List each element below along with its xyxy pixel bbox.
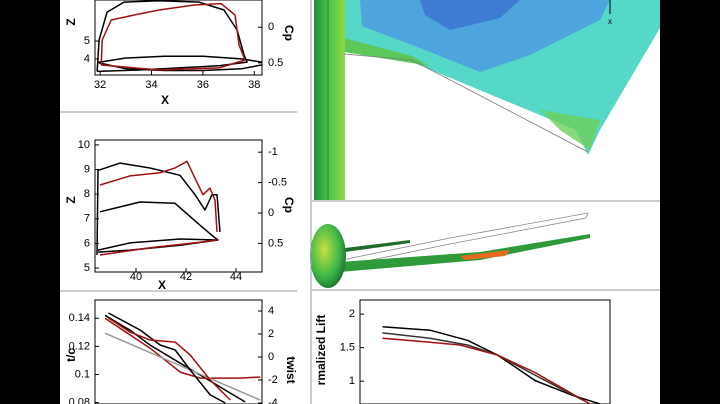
y-tick-label: 1	[349, 375, 355, 387]
y-tick-label: 4	[84, 53, 90, 65]
series-group	[96, 0, 262, 73]
y2-axis-label: Cp	[282, 25, 296, 41]
x-axis-label: X	[161, 93, 169, 107]
plot-frame	[359, 299, 611, 404]
data-line	[104, 317, 261, 379]
x-tick-label: 36	[197, 79, 209, 91]
y-tick-label: 0.14	[69, 312, 90, 324]
y-tick-label: 5	[84, 262, 90, 274]
data-line	[99, 160, 218, 232]
y2-axis-label: twist	[284, 356, 298, 383]
data-line	[100, 2, 246, 71]
x-tick-label: 34	[145, 79, 157, 91]
x-axis-label: X	[158, 278, 166, 292]
y-tick-label: 0.12	[69, 340, 90, 352]
y2-tick-label: 0	[268, 207, 274, 219]
data-line	[107, 317, 231, 401]
data-line	[99, 239, 219, 256]
y-axis-label: rmalized Lift	[314, 315, 328, 386]
data-line	[96, 162, 221, 256]
data-line	[382, 332, 583, 401]
fuselage	[314, 0, 345, 200]
y2-tick-label: 0	[268, 21, 274, 33]
data-line	[96, 0, 248, 73]
reference-outline	[343, 53, 589, 153]
y-tick-label: 9	[84, 163, 90, 175]
pressure-region	[344, 38, 430, 66]
reference-outline	[331, 212, 589, 269]
y2-tick-label: -0.5	[268, 176, 287, 188]
y-tick-label: 8	[84, 188, 90, 200]
y-tick-label: 6	[84, 237, 90, 249]
x-tick-label: 42	[180, 271, 192, 283]
tail	[345, 240, 410, 252]
y2-axis-label: Cp	[282, 197, 296, 213]
y2-tick-label: 2	[268, 328, 274, 340]
x-tick-label: 32	[94, 79, 106, 91]
plot-frame	[94, 139, 263, 273]
y2-tick-label: 4	[268, 305, 274, 317]
triad-label: x	[608, 17, 612, 26]
data-line	[382, 337, 591, 404]
pressure-region	[360, 0, 610, 72]
y2-tick-label: 0	[268, 351, 274, 363]
wing-side	[340, 234, 590, 272]
x-tick-label: 44	[230, 271, 242, 283]
data-line	[104, 314, 246, 403]
y-axis-label: Z	[64, 18, 78, 25]
series-group	[104, 312, 261, 404]
y-tick-label: 7	[84, 213, 90, 225]
y2-tick-label: -4	[268, 397, 278, 404]
y-tick-label: 1.5	[340, 342, 355, 354]
y-axis-label: t/c	[64, 348, 78, 362]
data-line	[108, 312, 226, 404]
y-tick-label: 2	[349, 308, 355, 320]
pressure-region	[420, 0, 520, 30]
data-line	[99, 201, 219, 241]
pressure-region	[460, 250, 510, 260]
y2-tick-label: -1	[268, 146, 278, 158]
wing-render-side	[310, 202, 660, 289]
y2-tick-label: -2	[268, 374, 278, 386]
wing-render-top: x	[312, 0, 660, 200]
dividers	[60, 0, 660, 404]
pressure-region	[540, 110, 600, 150]
y-tick-label: 10	[78, 139, 90, 151]
y-tick-label: 0.08	[69, 397, 90, 404]
series-group	[96, 160, 221, 256]
y2-tick-label: 0.5	[268, 237, 283, 249]
plot-frame	[94, 299, 263, 404]
x-tick-label: 40	[130, 271, 142, 283]
y-tick-label: 5	[84, 35, 90, 47]
y2-tick-label: 0.5	[268, 57, 283, 69]
x-tick-label: 38	[248, 79, 260, 91]
series-group	[382, 326, 601, 404]
render-bg	[312, 202, 660, 289]
y-tick-label: 0.1	[75, 368, 90, 380]
y-axis-label: Z	[64, 196, 78, 203]
data-line	[104, 332, 261, 401]
fuselage-nose	[310, 224, 346, 288]
plot-frame	[94, 0, 263, 76]
